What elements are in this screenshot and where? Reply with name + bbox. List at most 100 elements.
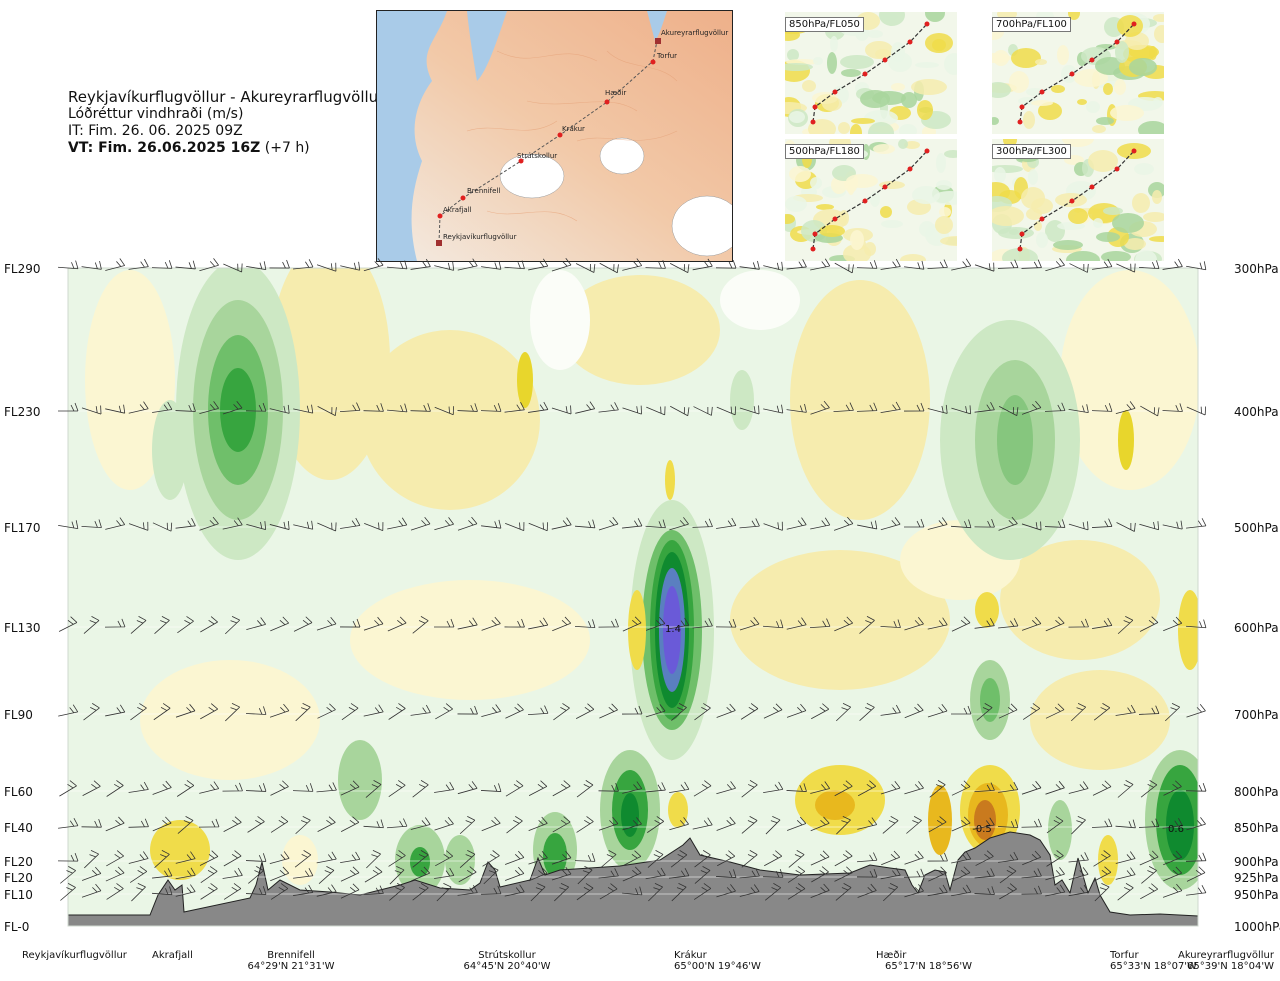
wind-barb xyxy=(787,866,806,883)
wind-barb xyxy=(1045,703,1065,719)
wind-barb xyxy=(974,402,995,413)
wind-barb xyxy=(740,703,759,720)
wind-barb xyxy=(741,816,758,834)
wind-barb xyxy=(457,884,478,896)
wind-barb xyxy=(927,852,948,862)
wind-barb xyxy=(762,619,784,629)
mini-map-300: 300hPa/FL300 xyxy=(992,139,1164,261)
wind-barb xyxy=(245,853,267,862)
mini-route-point xyxy=(1069,198,1075,204)
map-label-strutskollur: Strútskollur xyxy=(517,152,557,160)
wind-barb xyxy=(316,616,337,631)
wind-barb xyxy=(811,703,830,720)
wind-barb xyxy=(387,517,408,530)
y-left-tick: FL20 xyxy=(4,855,33,869)
wind-barb xyxy=(693,780,712,797)
wind-barb xyxy=(1091,403,1113,412)
wind-barb xyxy=(552,780,571,797)
wind-barb xyxy=(389,883,405,901)
wind-barb xyxy=(904,781,924,795)
route-points xyxy=(436,38,661,246)
route-map: Akureyrarflugvöllur Torfur Hæðir Krákur … xyxy=(376,10,733,262)
wind-barb xyxy=(128,851,149,864)
mini-route-point xyxy=(882,184,888,190)
wind-barb xyxy=(692,618,713,629)
wind-barb xyxy=(575,401,596,414)
wind-barb xyxy=(410,704,431,716)
wind-barb xyxy=(152,401,173,413)
wind-barb xyxy=(927,884,948,897)
wind-barb xyxy=(412,883,429,901)
wind-barb xyxy=(998,405,1019,417)
wind-barb xyxy=(1185,783,1207,792)
mini-route-point xyxy=(1069,71,1075,77)
wind-barb xyxy=(59,780,77,797)
wind-barb xyxy=(363,616,384,631)
wind-barb xyxy=(1091,818,1113,828)
wind-barb xyxy=(974,817,995,830)
route-line xyxy=(438,40,658,244)
wind-barb xyxy=(60,883,76,901)
wind-barb xyxy=(293,868,314,879)
wind-barb xyxy=(1093,703,1111,721)
x-location-name: Reykjavíkurflugvöllur xyxy=(22,950,127,961)
mini-route-point xyxy=(1089,57,1095,63)
chart-header: Reykjavíkurflugvöllur - Akureyrarflugvöl… xyxy=(68,89,384,157)
mini-map-700: 700hPa/FL100 xyxy=(992,12,1164,134)
x-location-akureyri: Akureyrarflugvöllur 65°39'N 18°04'W xyxy=(1164,950,1274,972)
wind-barb xyxy=(1045,780,1065,795)
wind-barb xyxy=(927,617,948,630)
wind-barb xyxy=(128,521,149,531)
wind-barb xyxy=(434,867,455,879)
wind-barb xyxy=(1138,705,1160,715)
wind-barb xyxy=(645,704,666,718)
wind-barb xyxy=(833,402,854,413)
wind-barb xyxy=(128,818,149,828)
wind-barb xyxy=(175,884,196,897)
map-label-brennifell: Brennifell xyxy=(467,187,500,195)
wind-barb xyxy=(270,616,289,632)
wind-barb xyxy=(458,866,477,883)
wind-barb xyxy=(317,405,337,417)
wind-barb xyxy=(763,521,783,531)
wind-barb xyxy=(716,703,736,718)
wind-barb xyxy=(269,404,290,414)
wind-barb xyxy=(528,866,548,882)
annotation-1-4: 1.4 xyxy=(665,624,681,635)
wind-barb xyxy=(151,886,173,896)
y-left-tick: FL60 xyxy=(4,785,33,799)
wind-barb xyxy=(83,616,100,634)
x-location-name: Akrafjall xyxy=(152,950,193,961)
wind-barb xyxy=(974,868,995,879)
wind-barb xyxy=(974,617,995,629)
y-right-tick: 400hPa xyxy=(1234,405,1279,419)
wind-barb xyxy=(245,886,267,895)
wind-barb xyxy=(951,616,971,632)
mini-route-point xyxy=(1019,104,1025,110)
x-location-coords: 64°45'N 20°40'W xyxy=(463,961,551,972)
wind-barb xyxy=(670,850,688,868)
x-location-strutskollur: Strútskollur 64°45'N 20°40'W xyxy=(460,950,554,972)
wind-barb xyxy=(1021,885,1042,895)
wind-barb xyxy=(269,703,290,718)
wind-barb xyxy=(387,616,407,632)
wind-barb xyxy=(859,616,875,634)
wind-barb xyxy=(647,850,664,868)
mini-map-label: 850hPa/FL050 xyxy=(785,17,864,32)
wind-barb xyxy=(386,818,408,829)
wind-barb xyxy=(554,883,569,902)
wind-barb xyxy=(199,781,220,794)
wind-barb xyxy=(739,405,760,415)
wind-barb xyxy=(1068,618,1089,628)
wind-barb xyxy=(739,868,760,879)
wind-barb xyxy=(998,618,1019,629)
wind-barb xyxy=(295,816,311,835)
wind-barb xyxy=(1186,406,1207,416)
mini-map-500: 500hPa/FL180 xyxy=(785,139,957,261)
y-left-tick: FL90 xyxy=(4,708,33,722)
wind-barb xyxy=(786,783,807,792)
y-left-tick: FL10 xyxy=(4,888,33,902)
wind-barb xyxy=(504,866,525,881)
mini-route-point xyxy=(907,39,913,45)
wind-barb xyxy=(340,816,360,833)
